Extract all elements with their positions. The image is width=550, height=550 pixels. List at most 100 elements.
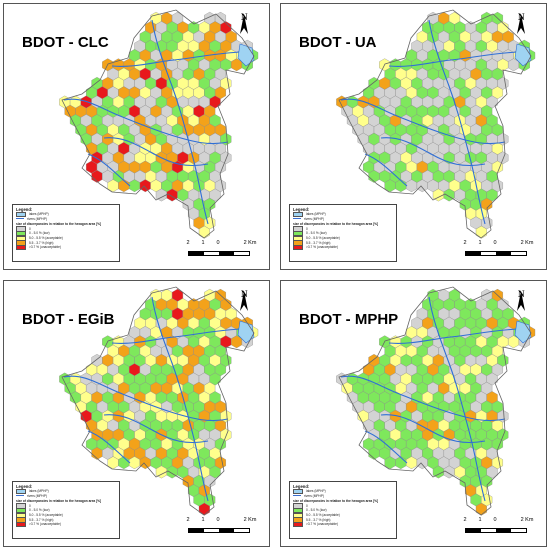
legend-heading: size of discrepancies in relation to the… xyxy=(16,222,102,227)
legend-label: rivers (MPHP) xyxy=(27,493,48,498)
legend-heading: size of discrepancies in relation to the… xyxy=(293,499,379,504)
river-line xyxy=(388,328,518,344)
legend-label: 0 xyxy=(306,503,308,508)
scale-bar: 2 1 0 2 Km xyxy=(184,517,264,546)
map-legend: Legend: lakes (MPHP) rivers (MPHP) size of … xyxy=(289,204,397,262)
legend-row: rivers (MPHP) xyxy=(16,217,116,222)
lake-swatch xyxy=(293,211,303,217)
scale-label: 0 xyxy=(493,240,497,246)
region-outline xyxy=(61,9,255,239)
class-swatch xyxy=(293,521,303,528)
river-line xyxy=(428,19,486,225)
scale-label: 1 xyxy=(201,240,205,246)
legend-label: lakes (MPHP) xyxy=(306,212,326,216)
region-outline xyxy=(61,286,255,516)
map-panel-mphp: BDOT - MPHP N Legend: lakes (MPHP) rivers … xyxy=(280,280,547,547)
scale-label: 1 xyxy=(478,517,482,523)
legend-row: lakes (MPHP) xyxy=(293,211,393,217)
legend-label: rivers (MPHP) xyxy=(304,216,325,221)
north-arrow-icon: N xyxy=(513,12,529,36)
hex-map xyxy=(336,9,536,239)
legend-label: 0 xyxy=(29,503,31,508)
map-title: BDOT - EGiB xyxy=(22,311,115,328)
legend-row: lakes (MPHP) xyxy=(16,211,116,217)
scale-labels: 2 1 0 2 Km xyxy=(184,517,264,525)
scale-label: 0 xyxy=(216,517,220,523)
river-line xyxy=(111,328,241,344)
scale-label: 0 xyxy=(216,240,220,246)
river-line xyxy=(151,19,209,225)
scale-label: 2 Km xyxy=(243,517,257,523)
scale-label: 2 Km xyxy=(520,517,534,523)
river-line xyxy=(63,98,229,145)
map-title: BDOT - CLC xyxy=(22,34,109,51)
scale-label: 2 xyxy=(186,240,190,246)
hex-map xyxy=(336,286,536,516)
map-legend: Legend: lakes (MPHP) rivers (MPHP) size of … xyxy=(12,204,120,262)
legend-title: Legend: xyxy=(16,484,33,489)
legend-row: rivers (MPHP) xyxy=(16,494,116,499)
river-line-icon xyxy=(16,495,24,497)
legend-label: rivers (MPHP) xyxy=(304,493,325,498)
river-line xyxy=(380,137,486,167)
legend-label: 5.5 - 3.7 % (high) xyxy=(306,517,331,522)
river-line xyxy=(428,296,486,502)
legend-label: >3.7 % (unacceptable) xyxy=(306,245,338,250)
scale-bar-graphic xyxy=(188,251,250,256)
legend-row: lakes (MPHP) xyxy=(293,488,393,494)
class-swatch xyxy=(293,244,303,251)
legend-label: 0 xyxy=(29,226,31,231)
scale-label: 2 xyxy=(463,240,467,246)
legend-label: 0 - 5.0 % (low) xyxy=(29,231,50,236)
legend-label: 5.0 - 5.5 % (acceptable) xyxy=(306,512,340,517)
legend-row: >3.7 % (unacceptable) xyxy=(16,244,116,251)
lake-swatch xyxy=(16,211,26,217)
scale-bar: 2 1 0 2 Km xyxy=(461,517,541,546)
river-line xyxy=(87,153,131,187)
legend-row: lakes (MPHP) xyxy=(16,488,116,494)
lake-swatch xyxy=(293,488,303,494)
scale-label: 1 xyxy=(201,517,205,523)
north-arrow-icon: N xyxy=(236,12,252,36)
legend-label: 0 - 5.0 % (low) xyxy=(29,508,50,513)
scale-bar: 2 1 0 2 Km xyxy=(184,240,264,269)
map-panel-ua: BDOT - UA N Legend: lakes (MPHP) rivers (M… xyxy=(280,3,547,270)
river-line xyxy=(63,375,229,422)
legend-label: >3.7 % (unacceptable) xyxy=(29,245,61,250)
river-line xyxy=(87,430,131,464)
map-title: BDOT - MPHP xyxy=(299,311,399,328)
scale-label: 1 xyxy=(478,240,482,246)
legend-label: 5.5 - 3.7 % (high) xyxy=(29,240,54,245)
river-line-icon xyxy=(16,218,24,220)
scale-labels: 2 1 0 2 Km xyxy=(461,517,541,525)
map-legend: Legend: lakes (MPHP) rivers (MPHP) size of … xyxy=(12,481,120,539)
legend-label: 5.5 - 3.7 % (high) xyxy=(29,517,54,522)
legend-label: 0 - 5.0 % (low) xyxy=(306,231,327,236)
scale-bar: 2 1 0 2 Km xyxy=(461,240,541,269)
legend-heading: size of discrepancies in relation to the… xyxy=(16,499,102,504)
river-line xyxy=(388,51,518,67)
scale-bar-graphic xyxy=(188,528,250,533)
north-arrow-icon: N xyxy=(513,289,529,313)
legend-title: Legend: xyxy=(293,484,310,489)
scale-labels: 2 1 0 2 Km xyxy=(461,240,541,248)
hex-grid xyxy=(336,11,536,239)
legend-title: Legend: xyxy=(16,207,33,212)
river-line xyxy=(103,137,209,167)
lake-swatch xyxy=(16,488,26,494)
legend-label: >3.7 % (unacceptable) xyxy=(29,522,61,527)
legend-label: 5.0 - 5.5 % (acceptable) xyxy=(306,235,340,240)
legend-label: rivers (MPHP) xyxy=(27,216,48,221)
legend-row: rivers (MPHP) xyxy=(293,494,393,499)
scale-bar-graphic xyxy=(465,251,527,256)
legend-label: 5.0 - 5.5 % (acceptable) xyxy=(29,512,63,517)
river-line xyxy=(364,430,408,464)
hex-map xyxy=(59,9,259,239)
scale-label: 2 xyxy=(463,517,467,523)
river-line-icon xyxy=(293,218,301,220)
map-title: BDOT - UA xyxy=(299,34,377,51)
river-line xyxy=(340,98,506,145)
class-swatch xyxy=(16,244,26,251)
river-line xyxy=(111,51,241,67)
river-line-icon xyxy=(293,495,301,497)
